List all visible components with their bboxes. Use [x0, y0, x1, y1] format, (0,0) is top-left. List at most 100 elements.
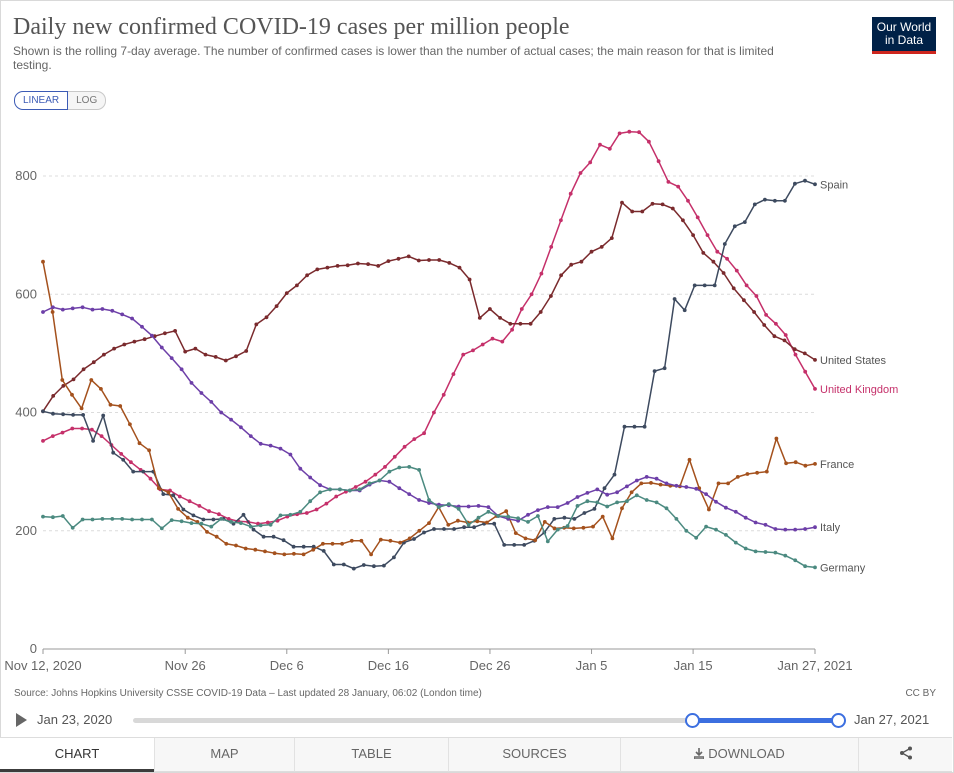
data-point	[660, 202, 665, 207]
data-point	[784, 461, 788, 466]
data-point	[388, 538, 393, 543]
data-point	[121, 457, 126, 462]
data-point	[349, 538, 354, 543]
data-point	[258, 441, 263, 446]
data-point	[734, 268, 739, 273]
data-point	[197, 504, 202, 508]
timeline-end-handle[interactable]	[831, 713, 846, 728]
share-button[interactable]	[858, 738, 952, 772]
data-point	[772, 334, 777, 339]
data-point	[803, 369, 808, 374]
data-point	[592, 507, 597, 511]
data-point	[305, 273, 309, 278]
data-point	[813, 462, 817, 466]
data-point	[100, 307, 105, 311]
data-point	[372, 564, 376, 569]
data-point	[533, 538, 538, 543]
data-point	[41, 439, 45, 443]
data-point	[793, 181, 797, 186]
data-point	[793, 558, 798, 563]
timeline-track[interactable]	[133, 718, 837, 723]
data-point	[91, 439, 95, 443]
data-point	[538, 310, 543, 314]
data-point	[377, 478, 382, 483]
data-point	[110, 308, 115, 313]
data-point	[50, 434, 55, 438]
data-point	[456, 507, 461, 511]
data-point	[159, 526, 164, 531]
log-scale-button[interactable]: LOG	[68, 91, 107, 110]
data-point	[446, 502, 451, 506]
data-point	[762, 323, 767, 327]
data-point	[382, 563, 386, 568]
data-point	[792, 347, 797, 352]
data-point	[291, 544, 296, 549]
data-point	[692, 283, 697, 288]
data-point	[80, 517, 85, 522]
tab-chart[interactable]: CHART	[0, 738, 154, 772]
data-point	[120, 312, 125, 317]
data-point	[315, 267, 320, 272]
license-link[interactable]: CC BY	[905, 688, 936, 699]
data-point	[783, 198, 787, 203]
owid-logo[interactable]: Our World in Data	[872, 17, 936, 54]
tab-sources[interactable]: SOURCES	[448, 738, 620, 772]
x-tick-label: Dec 26	[469, 658, 510, 673]
data-point	[447, 261, 452, 265]
data-point	[716, 481, 721, 486]
data-point	[617, 131, 622, 136]
data-point	[263, 549, 267, 554]
data-point	[674, 517, 679, 521]
data-point	[595, 500, 600, 505]
data-point	[565, 524, 570, 528]
logo-line-2: in Data	[884, 33, 924, 47]
data-point	[803, 564, 807, 569]
data-point	[159, 345, 164, 350]
data-point	[664, 506, 669, 511]
play-icon[interactable]	[16, 713, 27, 727]
data-point	[642, 424, 647, 429]
data-point	[416, 258, 421, 263]
linear-scale-button[interactable]: LINEAR	[14, 91, 69, 110]
x-tick-label: Nov 12, 2020	[4, 658, 81, 673]
data-point	[485, 520, 489, 525]
data-point	[664, 481, 669, 486]
tab-table[interactable]: TABLE	[294, 738, 448, 772]
data-point	[652, 369, 657, 373]
grid-layer	[43, 175, 815, 532]
data-point	[670, 206, 675, 211]
data-point	[412, 537, 416, 541]
data-point	[244, 349, 249, 353]
data-point	[271, 534, 276, 539]
timeline-start-handle[interactable]	[685, 713, 700, 728]
tab-map[interactable]: MAP	[154, 738, 294, 772]
y-tick-label: 800	[15, 168, 37, 183]
data-point	[783, 527, 788, 532]
data-point	[600, 514, 605, 519]
data-point	[731, 286, 736, 291]
data-point	[432, 527, 436, 531]
data-point	[802, 351, 807, 356]
data-point	[704, 524, 708, 529]
data-point	[226, 517, 231, 521]
data-point	[722, 242, 727, 246]
data-point	[764, 313, 768, 317]
data-point	[422, 530, 426, 535]
data-point	[813, 565, 817, 570]
data-point	[803, 178, 807, 183]
data-point	[396, 256, 401, 261]
data-point	[314, 507, 319, 512]
data-point	[110, 517, 115, 521]
data-point	[201, 517, 206, 522]
timeline: Jan 23, 2020 Jan 27, 2021	[0, 706, 954, 734]
data-point	[745, 472, 750, 476]
data-point	[51, 411, 55, 416]
data-point	[609, 236, 614, 241]
tab-download[interactable]: DOWNLOAD	[620, 738, 858, 772]
logo-red-bar	[872, 51, 936, 54]
data-point	[542, 520, 547, 524]
data-point	[345, 263, 350, 268]
data-point	[90, 517, 95, 522]
data-point	[732, 224, 737, 229]
data-point	[774, 321, 778, 326]
